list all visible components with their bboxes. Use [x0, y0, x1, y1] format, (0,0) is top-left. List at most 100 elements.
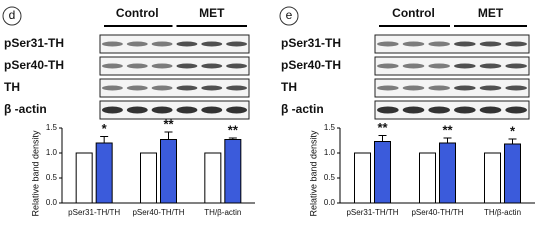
blot-row-label: β -actin: [4, 102, 47, 116]
blot-band: [454, 63, 476, 69]
blot-row-label: TH: [281, 80, 297, 94]
blot-band: [402, 63, 425, 69]
blot-row-label: pSer31-TH: [4, 36, 64, 50]
blot-frame: [99, 34, 250, 54]
blot-row-label: pSer31-TH: [281, 36, 341, 50]
blot-band: [454, 85, 476, 91]
blot-band: [479, 41, 502, 47]
blot-band: [428, 41, 450, 47]
bar: [439, 142, 456, 204]
bar: [95, 142, 113, 204]
blot-band: [402, 41, 425, 47]
group-label: MET: [478, 6, 504, 20]
blot-row-label: β -actin: [281, 102, 324, 116]
blot-band: [176, 85, 198, 91]
blot-band: [126, 63, 148, 69]
blot-band: [176, 41, 198, 47]
blot-band: [505, 63, 527, 69]
y-tick-label: 0.0: [46, 198, 58, 207]
blot-band: [505, 85, 527, 91]
y-tick-label: 1.0: [324, 148, 336, 157]
blot-band: [126, 41, 148, 47]
error-bar: [378, 135, 387, 142]
y-tick-label: 1.0: [46, 148, 58, 157]
bar: [204, 152, 222, 204]
blot-row-label: pSer40-TH: [281, 58, 341, 72]
blot-band: [226, 85, 248, 91]
blot-band: [151, 63, 173, 69]
error-bar: [443, 137, 452, 143]
blot-band: [101, 85, 123, 91]
blot-band: [126, 85, 148, 91]
blot-frame: [374, 78, 530, 98]
x-tick-label: pSer40-TH/TH: [132, 208, 184, 217]
blot-band: [151, 85, 173, 91]
blot-band: [377, 63, 399, 69]
blot-row-label: pSer40-TH: [4, 58, 64, 72]
y-axis-label: Relative band density: [30, 130, 40, 217]
significance: *: [510, 123, 516, 138]
error-bar: [100, 136, 109, 143]
blot-band: [226, 63, 248, 69]
blot-band: [428, 63, 450, 69]
group-label: MET: [199, 6, 225, 20]
blot-band: [201, 41, 223, 47]
y-axis-label: Relative band density: [308, 130, 318, 217]
blot-band: [505, 106, 527, 114]
blot-band: [126, 106, 148, 114]
blot-band: [101, 63, 123, 69]
error-bar: [508, 138, 517, 144]
blot-band: [402, 85, 425, 91]
blot-frame: [374, 56, 530, 76]
bar: [224, 139, 242, 204]
blot-band: [505, 41, 527, 47]
blot-band: [151, 41, 173, 47]
blot-band: [226, 41, 248, 47]
blot-band: [377, 85, 399, 91]
blot-band: [201, 63, 223, 69]
y-tick-label: 0.0: [324, 198, 336, 207]
bar: [374, 141, 391, 204]
blot-band: [176, 106, 198, 114]
blot-band: [101, 41, 123, 47]
bar: [419, 152, 436, 204]
panel-label: e: [286, 8, 293, 22]
significance: **: [228, 122, 239, 137]
blot-band: [479, 106, 502, 114]
blot-band: [377, 41, 399, 47]
blot-band: [402, 106, 425, 114]
significance: *: [102, 121, 108, 136]
bar: [354, 152, 371, 204]
blot-frame: [374, 100, 530, 120]
blot-band: [201, 106, 223, 114]
panel-label-circle: [279, 6, 299, 26]
blot-band: [479, 63, 502, 69]
bar: [484, 152, 501, 204]
x-tick-label: TH/β-actin: [484, 208, 521, 217]
blot-band: [454, 106, 476, 114]
group-label: Control: [116, 6, 159, 20]
y-tick-label: 1.5: [46, 123, 58, 132]
blot-frame: [99, 78, 250, 98]
y-tick-label: 1.5: [324, 123, 336, 132]
blot-band: [226, 106, 248, 114]
error-bar: [228, 137, 237, 140]
blot-band: [201, 85, 223, 91]
blot-band: [428, 85, 450, 91]
y-tick-label: 0.5: [324, 173, 336, 182]
blot-frame: [374, 34, 530, 54]
blot-frame: [99, 100, 250, 120]
blot-band: [176, 63, 198, 69]
blot-row-label: TH: [4, 80, 20, 94]
panel-label-circle: [2, 6, 22, 26]
significance: **: [442, 122, 453, 137]
bar: [160, 139, 177, 204]
x-tick-label: pSer31-TH/TH: [68, 208, 120, 217]
error-bar: [164, 131, 173, 140]
blot-band: [151, 106, 173, 114]
blot-frame: [99, 56, 250, 76]
bar: [504, 143, 521, 204]
x-tick-label: pSer40-TH/TH: [411, 208, 463, 217]
significance: **: [377, 120, 388, 135]
